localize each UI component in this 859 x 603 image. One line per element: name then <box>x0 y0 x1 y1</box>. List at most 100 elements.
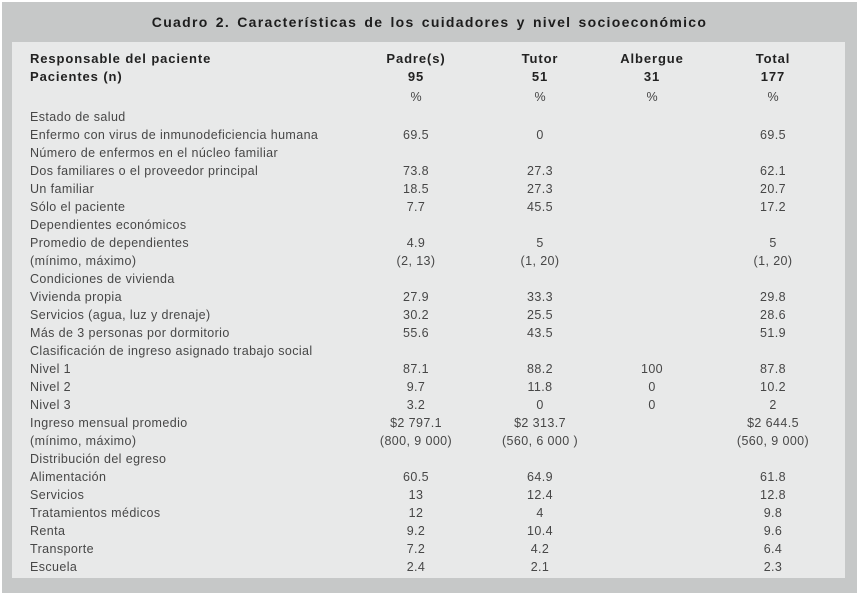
row-value <box>340 450 492 468</box>
section-row: Distribución del egreso <box>30 450 830 468</box>
count-total: 177 <box>760 68 786 84</box>
row-value: 18.5 <box>403 182 429 196</box>
row-label: Estado de salud <box>30 110 126 124</box>
row-label: Ingreso mensual promedio <box>30 416 188 430</box>
table-row: Sólo el paciente 7.7 45.5 17.2 <box>30 198 830 216</box>
row-value <box>340 216 492 234</box>
row-value <box>492 450 588 468</box>
table-row: Nivel 2 9.7 11.8 0 10.2 <box>30 378 830 396</box>
percent-sign-tutor: % <box>534 89 546 104</box>
row-value <box>588 558 716 576</box>
row-value: 12.8 <box>760 488 786 502</box>
header-row-percent: % % % % <box>30 85 830 108</box>
row-value: 60.5 <box>403 470 429 484</box>
title-band: Cuadro 2. Características de los cuidado… <box>2 2 857 42</box>
row-value <box>716 216 830 234</box>
row-value: 73.8 <box>403 164 429 178</box>
row-value <box>588 306 716 324</box>
row-value <box>340 108 492 126</box>
row-label: Nivel 3 <box>30 398 72 412</box>
row-value <box>588 180 716 198</box>
table-row: Un familiar 18.5 27.3 20.7 <box>30 180 830 198</box>
row-label: Alimentación <box>30 470 107 484</box>
row-value <box>588 540 716 558</box>
row-value <box>588 468 716 486</box>
row-value: 0 <box>648 398 656 412</box>
row-value <box>492 144 588 162</box>
row-value <box>492 270 588 288</box>
row-value: (560, 6 000 ) <box>501 434 579 448</box>
row-value: 20.7 <box>760 182 786 196</box>
row-value: 27.9 <box>403 290 429 304</box>
row-value <box>588 324 716 342</box>
section-row: Número de enfermos en el núcleo familiar <box>30 144 830 162</box>
row-value: 87.8 <box>760 362 786 376</box>
row-value: (1, 20) <box>520 254 560 268</box>
row-value <box>588 414 716 432</box>
percent-spacer <box>30 85 340 108</box>
section-row: Clasificación de ingreso asignado trabaj… <box>30 342 830 360</box>
row-value: 64.9 <box>527 470 553 484</box>
row-value: 30.2 <box>403 308 429 322</box>
row-value <box>588 522 716 540</box>
row-value <box>716 144 830 162</box>
table-row: Servicios 13 12.4 12.8 <box>30 486 830 504</box>
row-value: 4.2 <box>530 542 550 556</box>
row-value: 10.2 <box>760 380 786 394</box>
row-value: 6.4 <box>763 542 783 556</box>
percent-sign-total: % <box>767 89 779 104</box>
table-row: Enfermo con virus de inmunodeficiencia h… <box>30 126 830 144</box>
row-value: 9.6 <box>763 524 783 538</box>
row-value <box>588 270 716 288</box>
header-label-pacientes: Pacientes (n) <box>30 68 123 84</box>
section-row: Dependientes económicos <box>30 216 830 234</box>
row-value: 55.6 <box>403 326 429 340</box>
row-label: Transporte <box>30 542 94 556</box>
row-value: 88.2 <box>527 362 553 376</box>
row-value: 4.9 <box>406 236 426 250</box>
header-col-tutor: Tutor <box>521 50 559 66</box>
caregivers-table: Responsable del paciente Padre(s) Tutor … <box>30 49 830 576</box>
row-value: 87.1 <box>403 362 429 376</box>
row-value <box>588 252 716 270</box>
row-value <box>492 108 588 126</box>
table-row: Promedio de dependientes 4.9 5 5 <box>30 234 830 252</box>
row-value: (560, 9 000) <box>736 434 810 448</box>
row-value: 9.7 <box>406 380 426 394</box>
row-value <box>588 198 716 216</box>
table-area: Responsable del paciente Padre(s) Tutor … <box>12 42 845 578</box>
count-tutor: 51 <box>531 68 549 84</box>
row-value: 61.8 <box>760 470 786 484</box>
row-value: 0 <box>648 380 656 394</box>
header-row-counts: Pacientes (n) 95 51 31 177 <box>30 67 830 85</box>
row-label: Escuela <box>30 560 78 574</box>
row-value <box>588 504 716 522</box>
table-row: Renta 9.2 10.4 9.6 <box>30 522 830 540</box>
row-value: 25.5 <box>527 308 553 322</box>
row-value: 28.6 <box>760 308 786 322</box>
header-col-albergue: Albergue <box>620 50 684 66</box>
row-value <box>340 270 492 288</box>
header-label-responsable: Responsable del paciente <box>30 50 212 66</box>
row-label: Clasificación de ingreso asignado trabaj… <box>30 344 313 358</box>
row-value <box>588 288 716 306</box>
header-row-groups: Responsable del paciente Padre(s) Tutor … <box>30 49 830 67</box>
percent-sign-padres: % <box>410 89 422 104</box>
row-label: Más de 3 personas por dormitorio <box>30 326 230 340</box>
row-value: 7.2 <box>406 542 426 556</box>
row-value: 13 <box>408 488 424 502</box>
row-value <box>588 432 716 450</box>
row-label: (mínimo, máximo) <box>30 434 137 448</box>
row-value: (1, 20) <box>753 254 793 268</box>
row-value: 33.3 <box>527 290 553 304</box>
row-value: 62.1 <box>760 164 786 178</box>
row-value: 5 <box>769 236 777 250</box>
row-value: 69.5 <box>403 128 429 142</box>
row-value: 12.4 <box>527 488 553 502</box>
row-value: 2.3 <box>763 560 783 574</box>
table-row: Más de 3 personas por dormitorio 55.6 43.5… <box>30 324 830 342</box>
row-label: Enfermo con virus de inmunodeficiencia h… <box>30 128 319 142</box>
row-value <box>588 216 716 234</box>
table-row: Vivienda propia 27.9 33.3 29.8 <box>30 288 830 306</box>
row-label: (mínimo, máximo) <box>30 254 137 268</box>
